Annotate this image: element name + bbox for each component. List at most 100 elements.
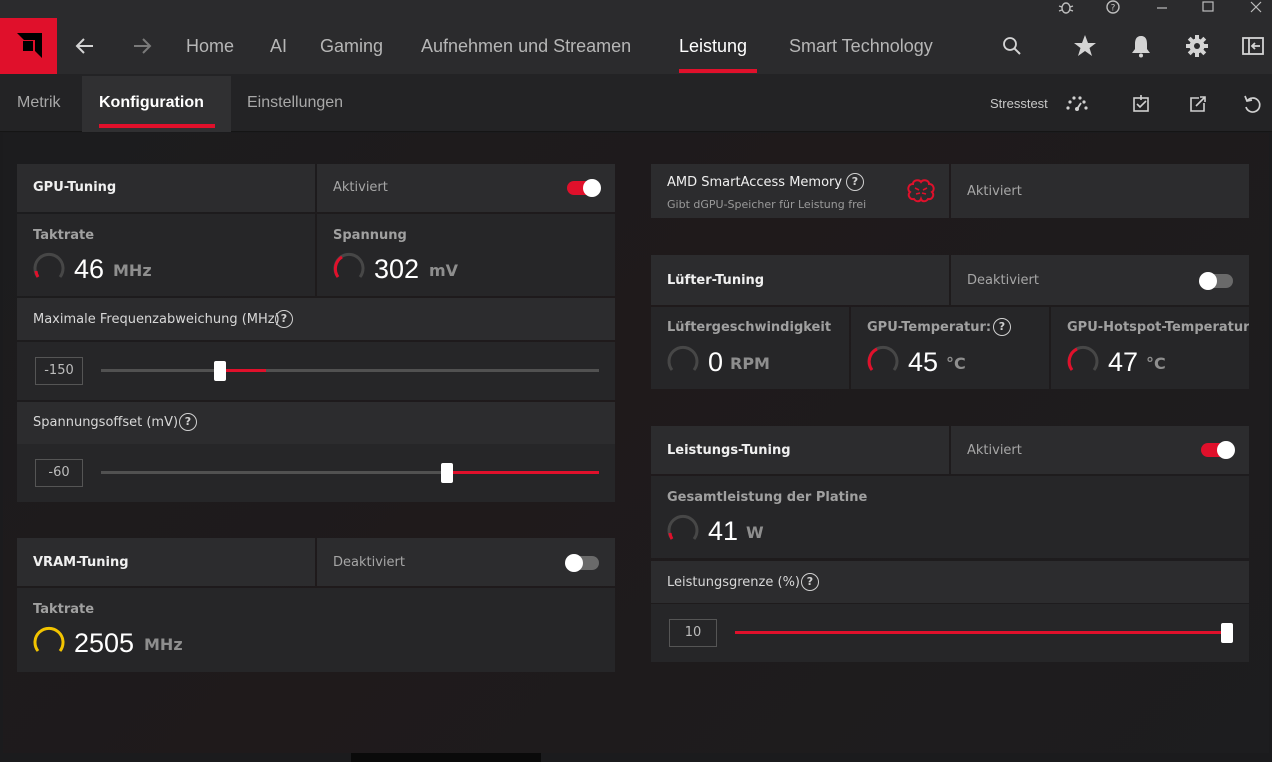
nav-smart-technology[interactable]: Smart Technology [789,36,933,56]
nav-ai[interactable]: AI [270,36,288,56]
gpu-tuning-toggle[interactable] [567,179,601,197]
stresstest-gauge-icon[interactable] [1064,92,1088,116]
vram-tuning-header: VRAM-Tuning [17,538,315,586]
max-freq-offset-header: Maximale Frequenzabweichung (MHz) ? [17,298,615,340]
vram-clock-value: 2505 [74,628,135,658]
vram-clock-label: Taktrate [33,602,95,617]
gpu-hotspot-temperature-label: GPU-Hotspot-Temperatur [1067,320,1249,335]
fan-speed-unit: RPM [730,354,770,373]
tab-configuration[interactable]: Konfiguration [99,94,204,111]
voltage-offset-value[interactable]: -60 [35,459,83,487]
vram-clock-unit: MHz [144,635,183,654]
smart-access-title: AMD SmartAccess Memory [667,175,843,190]
gpu-temperature-value: 45 [908,347,939,377]
gpu-tuning-title: GPU-Tuning [33,180,117,195]
voltage-offset-track[interactable] [101,471,599,474]
taskbar-strip [351,753,541,762]
vram-tuning-status: Deaktiviert [333,555,405,570]
gpu-temperature-unit: °C [946,354,966,373]
max-freq-offset-thumb[interactable] [214,361,226,381]
smart-access-title-cell: AMD SmartAccess Memory ? Gibt dGPU-Speic… [651,164,949,218]
tab-active-indicator [99,124,215,128]
gpu-tuning-header: GPU-Tuning [17,164,315,212]
nav-home[interactable]: Home [186,36,235,56]
max-freq-offset-track[interactable] [101,369,599,372]
max-freq-offset-help-icon[interactable]: ? [275,310,293,328]
nav-gaming[interactable]: Gaming [320,36,384,56]
fan-speed-cell: Lüftergeschwindigkeit 0 RPM [651,307,849,389]
gpu-temperature-cell: GPU-Temperatur: ? 45 °C [851,307,1049,389]
forward-arrow-icon[interactable] [128,32,156,60]
voltage-offset-help-icon[interactable]: ? [179,413,197,431]
voltage-offset-thumb[interactable] [441,463,453,483]
vram-tuning-title: VRAM-Tuning [33,555,129,570]
gpu-tuning-status: Aktiviert [333,180,388,195]
smart-access-help-icon[interactable]: ? [846,173,864,191]
power-tuning-header: Leistungs-Tuning [651,426,949,474]
fan-speed-label: Lüftergeschwindigkeit [667,320,832,335]
export-profile-icon[interactable] [1186,92,1210,116]
gpu-voltage-gauge-icon [333,252,365,278]
sidebar-toggle-icon[interactable] [1239,32,1267,60]
gpu-clock-unit: MHz [113,261,152,280]
star-icon[interactable] [1071,32,1099,60]
back-arrow-icon[interactable] [71,32,99,60]
tab-active-background [82,76,231,132]
board-power-unit: W [746,523,764,542]
fan-tuning-status: Deaktiviert [967,273,1039,288]
gpu-clock-label: Taktrate [33,228,95,243]
vram-clock-cell: Taktrate 2505 MHz [17,588,615,672]
power-limit-header: Leistungsgrenze (%) ? [651,561,1249,603]
power-limit-help-icon[interactable]: ? [801,573,819,591]
nav-recording-streaming[interactable]: Aufnehmen und Streamen [421,36,632,56]
gpu-temperature-gauge-icon [867,345,899,371]
close-icon[interactable] [1247,0,1265,16]
gpu-temperature-help-icon[interactable]: ? [993,318,1011,336]
smart-access-subtitle: Gibt dGPU-Speicher für Leistung frei [667,198,867,211]
power-limit-thumb[interactable] [1221,623,1233,643]
search-icon[interactable] [998,32,1026,60]
stresstest-label[interactable]: Stresstest [990,96,1048,111]
power-tuning-title: Leistungs-Tuning [667,443,791,458]
power-limit-label: Leistungsgrenze (%) [667,575,800,590]
gpu-clock-gauge-icon [33,252,65,278]
max-freq-offset-value[interactable]: -150 [35,357,83,385]
board-power-gauge-icon [667,514,699,540]
svg-text:?: ? [1111,4,1116,14]
vram-tuning-status-cell: Deaktiviert [317,538,615,586]
gpu-voltage-cell: Spannung 302 mV [317,214,615,296]
tab-settings[interactable]: Einstellungen [247,94,344,111]
board-power-value: 41 [708,516,739,546]
reset-icon[interactable] [1240,92,1264,116]
fan-tuning-toggle[interactable] [1199,272,1233,290]
vram-tuning-toggle[interactable] [565,554,599,572]
power-tuning-status-cell: Aktiviert [951,426,1249,474]
bug-icon[interactable] [1057,0,1075,16]
power-tuning-toggle[interactable] [1201,441,1235,459]
amd-logo[interactable] [0,18,57,74]
fan-tuning-header: Lüfter-Tuning [651,255,949,305]
import-profile-icon[interactable] [1129,92,1153,116]
gpu-hotspot-temperature-cell: GPU-Hotspot-Temperatur 47 °C [1051,307,1249,389]
fan-tuning-title: Lüfter-Tuning [667,273,765,288]
gpu-voltage-value: 302 [374,254,420,284]
vram-clock-gauge-icon [33,626,65,652]
max-freq-offset-fill [220,369,266,372]
voltage-offset-header: Spannungsoffset (mV) ? [17,402,615,444]
maximize-icon[interactable] [1199,0,1217,16]
nav-performance[interactable]: Leistung [679,36,748,56]
tab-metrics[interactable]: Metrik [17,94,61,111]
gpu-clock-value: 46 [74,254,105,284]
help-icon[interactable]: ? [1104,0,1122,16]
voltage-offset-label: Spannungsoffset (mV) [33,415,179,430]
gear-icon[interactable] [1183,32,1211,60]
board-power-cell: Gesamtleistung der Platine 41 W [651,476,1249,558]
power-limit-slider-row: 10 [651,604,1249,662]
power-limit-value[interactable]: 10 [669,619,717,647]
fan-tuning-status-cell: Deaktiviert [951,255,1249,305]
bell-icon[interactable] [1127,32,1155,60]
minimize-icon[interactable] [1153,0,1171,16]
fan-speed-value: 0 [708,347,724,377]
board-power-label: Gesamtleistung der Platine [667,490,868,505]
brain-icon [907,179,935,203]
